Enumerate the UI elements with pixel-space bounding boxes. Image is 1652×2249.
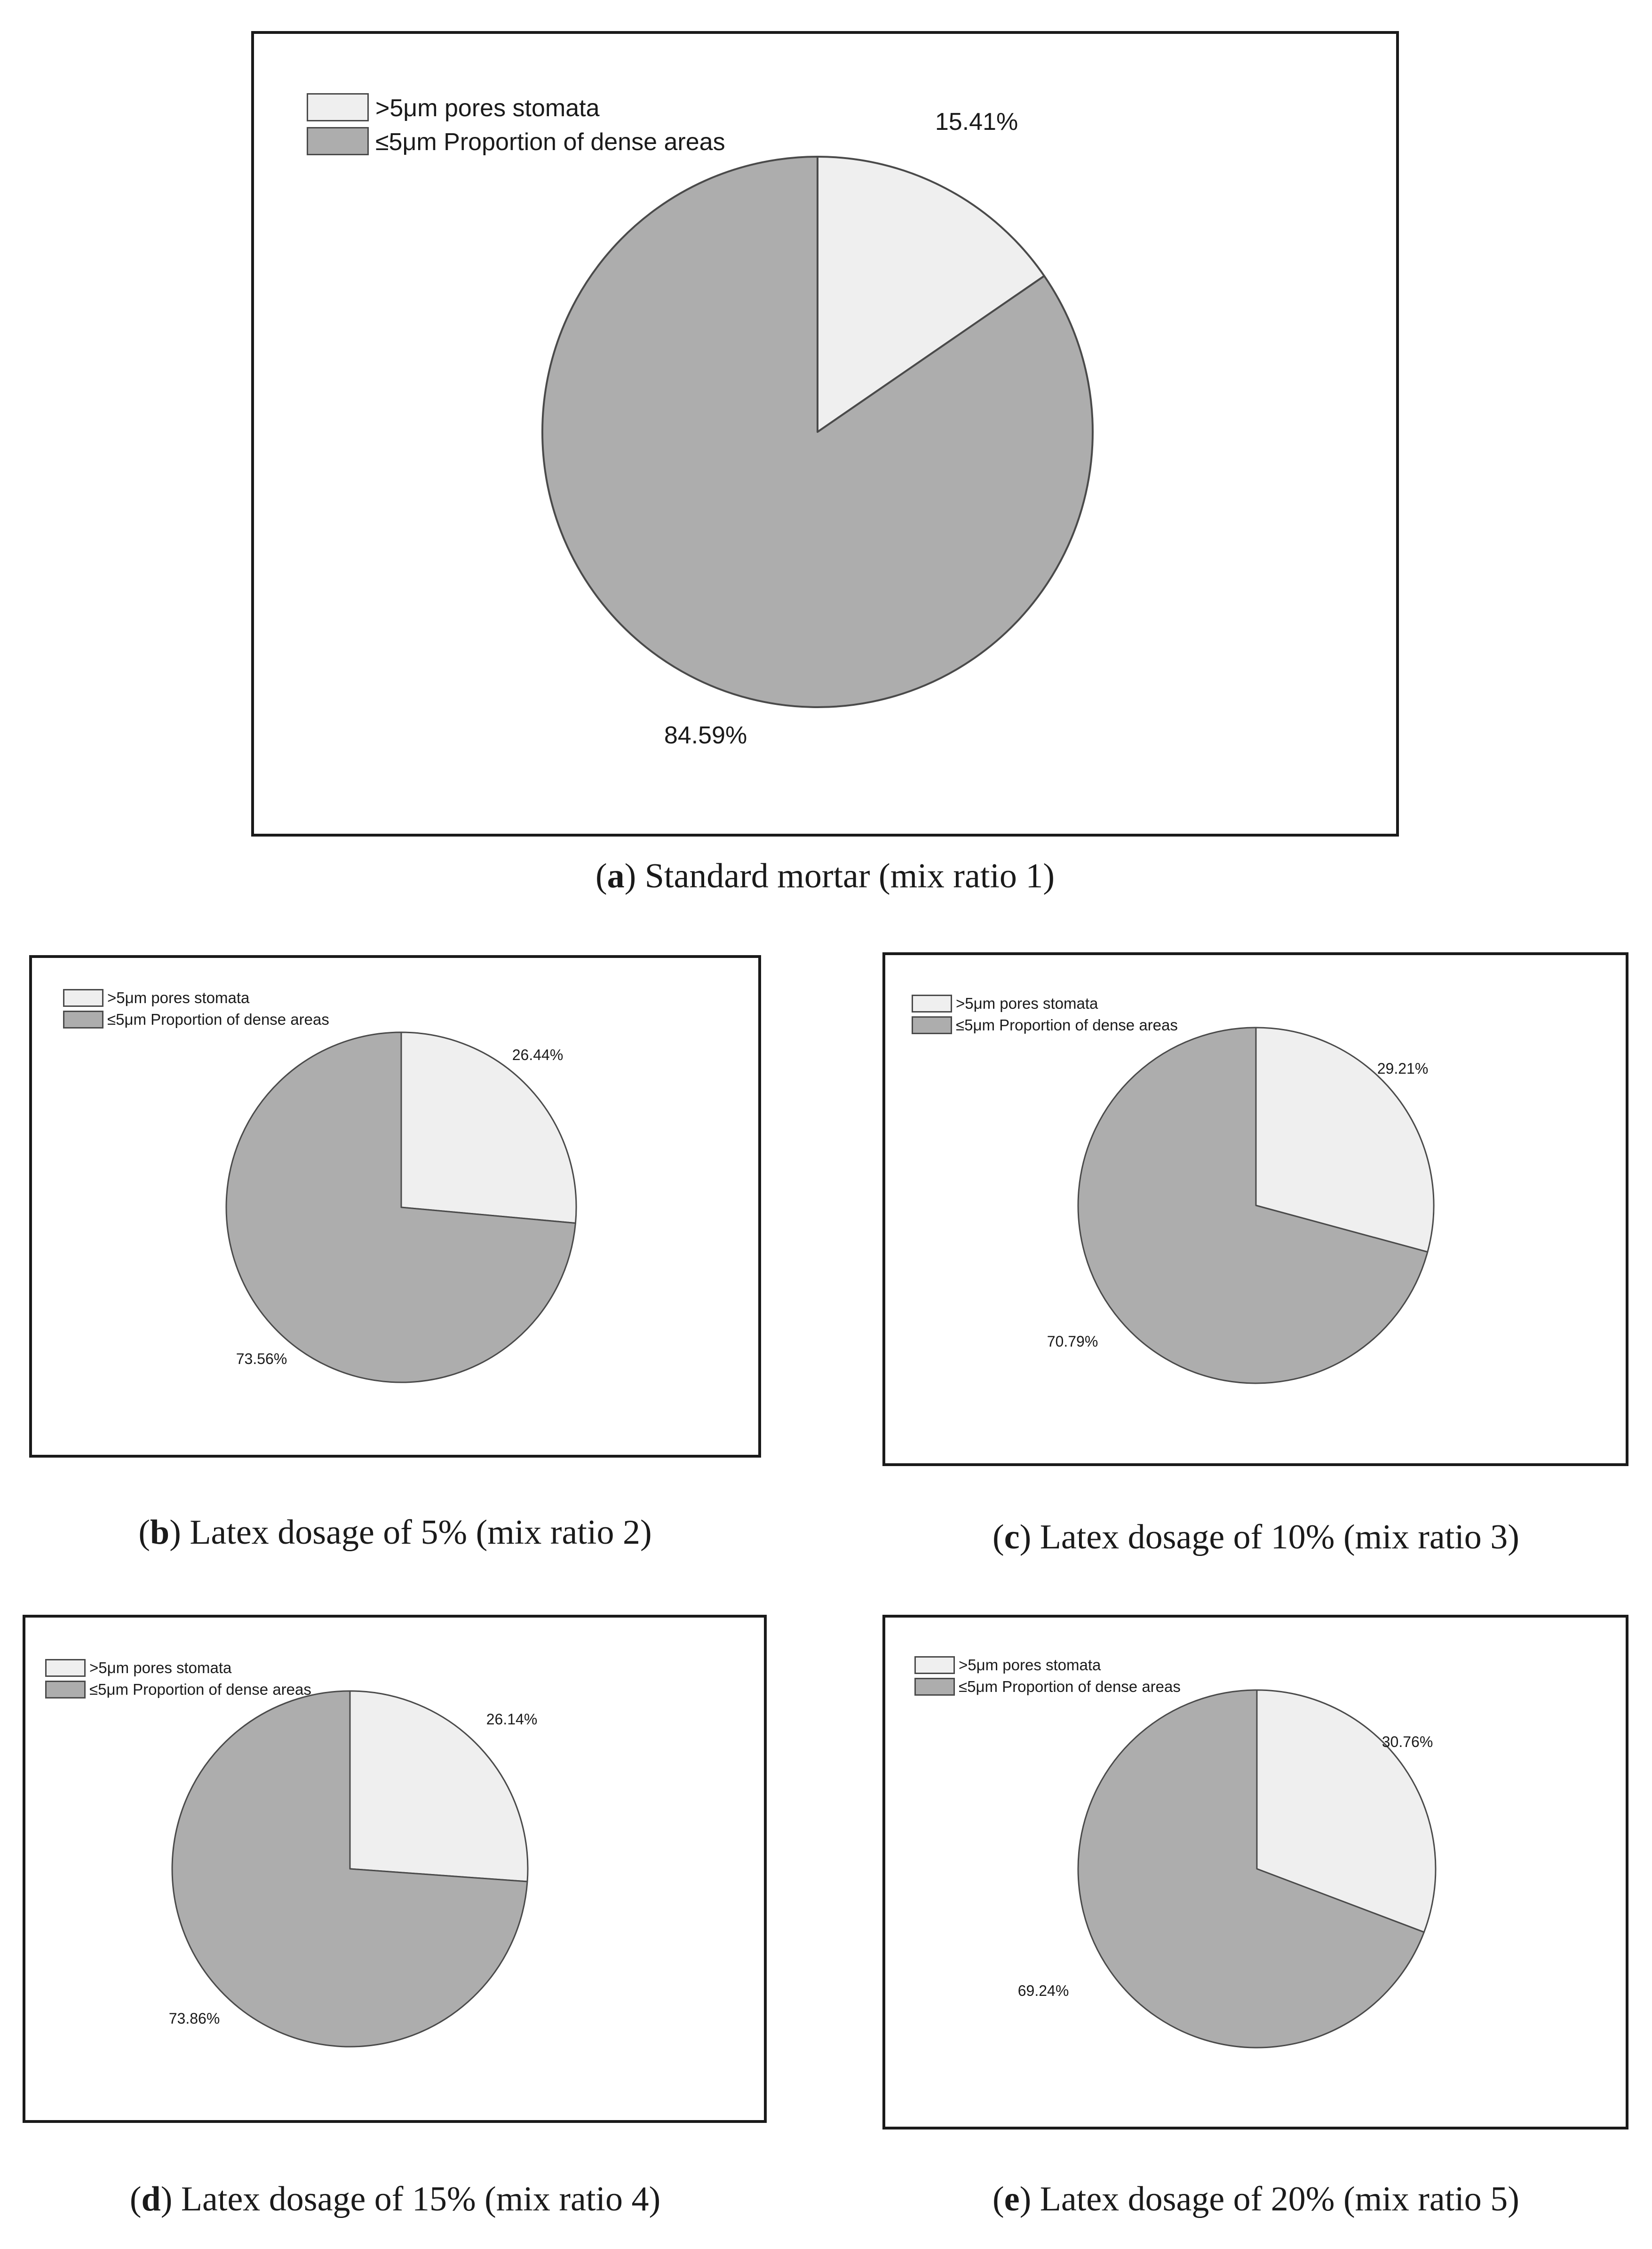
- legend-swatch-dense: [45, 1681, 86, 1699]
- pie-value-label: 26.14%: [486, 1711, 538, 1728]
- legend-swatch-dense: [307, 127, 369, 155]
- caption-a: (a) Standard mortar (mix ratio 1): [595, 857, 1055, 895]
- legend-label-pores: >5μm pores stomata: [107, 989, 250, 1006]
- pie-slice-pores: [1256, 1689, 1437, 1933]
- pie-chart-panel-a: >5μm pores stomata ≤5μm Proportion of de…: [251, 31, 1399, 837]
- pie-value-label: 70.79%: [1047, 1333, 1098, 1350]
- pie-slice-pores: [349, 1690, 529, 1882]
- caption-b: (b) Latex dosage of 5% (mix ratio 2): [138, 1513, 652, 1552]
- legend-label-dense: ≤5μm Proportion of dense areas: [959, 1678, 1181, 1695]
- legend-label-dense: ≤5μm Proportion of dense areas: [956, 1016, 1178, 1034]
- caption-c: (c) Latex dosage of 10% (mix ratio 3): [993, 1518, 1519, 1556]
- legend-swatch-dense: [912, 1016, 952, 1034]
- legend-label-dense: ≤5μm Proportion of dense areas: [375, 128, 725, 156]
- pie-slice-pores: [400, 1031, 577, 1224]
- pie-slice-dense: [1077, 1689, 1425, 2049]
- pie-chart-panel-e: >5μm pores stomata ≤5μm Proportion of de…: [882, 1615, 1628, 2129]
- legend-label-pores: >5μm pores stomata: [959, 1656, 1101, 1674]
- legend-label-pores: >5μm pores stomata: [89, 1659, 232, 1676]
- pie-slice-dense: [1077, 1027, 1429, 1384]
- pie-value-label: 30.76%: [1382, 1733, 1433, 1750]
- legend-swatch-pores: [914, 1656, 955, 1674]
- pie-slice-pores: [1255, 1027, 1435, 1253]
- pie-chart-panel-d: >5μm pores stomata ≤5μm Proportion of de…: [23, 1615, 767, 2123]
- pie-slice-dense: [541, 156, 1094, 708]
- pie-value-label: 29.21%: [1377, 1060, 1429, 1077]
- legend-label-pores: >5μm pores stomata: [956, 995, 1098, 1012]
- pie-chart-panel-b: >5μm pores stomata ≤5μm Proportion of de…: [29, 955, 761, 1458]
- pie-chart-c: 29.21% 70.79%: [1047, 1027, 1435, 1384]
- caption-d: (d) Latex dosage of 15% (mix ratio 4): [129, 2180, 661, 2218]
- pie-chart-d: 26.14% 73.86%: [169, 1690, 538, 2048]
- legend-label-dense: ≤5μm Proportion of dense areas: [107, 1011, 329, 1028]
- legend-swatch-dense: [63, 1011, 103, 1029]
- pie-value-label: 26.44%: [512, 1046, 564, 1063]
- legend-swatch-pores: [307, 93, 369, 121]
- legend-label-dense: ≤5μm Proportion of dense areas: [89, 1681, 311, 1698]
- pie-value-label: 69.24%: [1018, 1982, 1069, 1999]
- pie-chart-a: 15.41% 84.59%: [541, 108, 1094, 749]
- legend-swatch-pores: [45, 1659, 86, 1677]
- pie-slice-dense: [225, 1031, 576, 1383]
- pie-value-label: 73.56%: [236, 1350, 287, 1367]
- pie-slice-dense: [171, 1690, 528, 2048]
- legend-label-pores: >5μm pores stomata: [375, 95, 600, 122]
- legend-swatch-pores: [912, 995, 952, 1013]
- legend-swatch-dense: [914, 1678, 955, 1696]
- pie-chart-b: 26.44% 73.56%: [225, 1031, 577, 1383]
- pie-slice-pores: [817, 156, 1045, 433]
- pie-value-label: 73.86%: [169, 2010, 220, 2027]
- pie-chart-panel-c: >5μm pores stomata ≤5μm Proportion of de…: [882, 952, 1628, 1466]
- pie-value-label: 84.59%: [664, 722, 747, 749]
- pie-chart-e: 30.76% 69.24%: [1018, 1689, 1437, 2049]
- pie-value-label: 15.41%: [935, 108, 1018, 136]
- legend-swatch-pores: [63, 989, 103, 1007]
- caption-e: (e) Latex dosage of 20% (mix ratio 5): [993, 2180, 1519, 2218]
